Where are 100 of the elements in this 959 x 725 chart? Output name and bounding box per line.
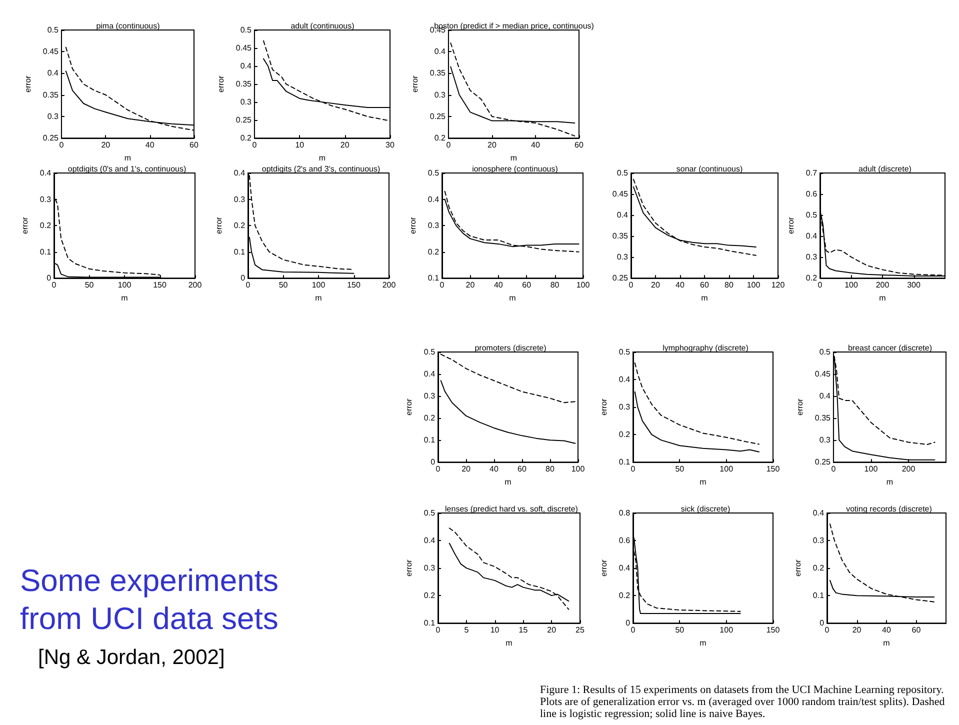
y-tick-label: 0.3 <box>618 402 631 412</box>
y-tick-label: 0.2 <box>240 134 252 143</box>
x-tick-label: 100 <box>312 280 326 290</box>
y-tick-label: 0.4 <box>819 392 832 401</box>
y-tick-label: 0.4 <box>806 232 818 241</box>
y-tick-label: 0.25 <box>236 116 252 125</box>
chart-title: ionosphere (continuous) <box>472 164 558 174</box>
x-tick-label: 20 <box>101 140 111 150</box>
text: [Ng & Jordan, 2002] <box>37 646 226 670</box>
y-axis-title: error <box>408 216 418 234</box>
x-axis-title: m <box>879 294 886 302</box>
y-tick-label: 0.1 <box>424 436 436 445</box>
x-tick-label: 30 <box>386 140 395 150</box>
x-tick-label: 100 <box>576 280 590 290</box>
x-axis-title: m <box>124 154 132 162</box>
y-axis-title: error <box>216 75 226 92</box>
y-tick-label: 0.45 <box>236 44 252 53</box>
y-tick-label: 0.5 <box>616 168 629 178</box>
x-tick-label: 20 <box>488 140 497 150</box>
x-tick-label: 200 <box>382 280 396 290</box>
x-tick-label: 100 <box>720 626 734 635</box>
y-tick-label: 0.35 <box>42 90 60 100</box>
x-tick-label: 100 <box>118 280 132 290</box>
y-tick-label: 0.6 <box>806 190 818 199</box>
y-tick-label: 0.35 <box>612 232 629 241</box>
chart-title: breast cancer (discrete) <box>848 344 932 352</box>
y-tick-label: 0.7 <box>806 168 818 178</box>
x-tick-label: 50 <box>278 280 288 290</box>
y-tick-label: 0.3 <box>806 252 818 262</box>
y-tick-label: 0.1 <box>618 458 631 467</box>
y-tick-label: 0.2 <box>424 414 436 423</box>
y-axis-title: error <box>794 559 802 576</box>
chart-title: lymphography (discrete) <box>662 344 749 352</box>
y-tick-label: 0.4 <box>428 194 440 204</box>
x-tick-label: 20 <box>852 626 862 635</box>
chart-title: adult (discrete) <box>858 164 912 174</box>
x-tick-label: 200 <box>188 280 202 290</box>
x-tick-label: 100 <box>571 464 586 474</box>
y-axis-title: error <box>24 75 32 92</box>
y-tick-label: 0.5 <box>424 508 436 518</box>
x-tick-label: 60 <box>574 140 584 150</box>
y-tick-label: 0.25 <box>612 274 629 283</box>
y-tick-label: 0.2 <box>618 591 631 600</box>
y-tick-label: 0.2 <box>428 247 440 256</box>
y-tick-label: 0.5 <box>428 168 440 178</box>
chart-title: voting records (discrete) <box>846 504 932 514</box>
x-tick-label: 20 <box>466 280 476 290</box>
x-tick-label: 120 <box>771 280 786 290</box>
y-tick-label: 0.4 <box>47 68 60 78</box>
text: Some experiments from UCI data sets <box>20 562 280 638</box>
x-tick-label: 80 <box>550 280 560 290</box>
x-tick-label: 60 <box>518 464 528 474</box>
x-tick-label: 200 <box>902 464 916 474</box>
y-tick-label: 0.1 <box>428 274 440 283</box>
y-tick-label: 0.5 <box>806 210 818 220</box>
y-tick-label: 0.4 <box>40 168 52 178</box>
y-tick-label: 0.45 <box>42 47 60 56</box>
y-tick-label: 0.1 <box>812 591 825 600</box>
y-axis-title: error <box>404 398 414 416</box>
x-tick-label: 150 <box>153 280 167 290</box>
y-tick-label: 0 <box>430 458 436 467</box>
x-tick-label: 80 <box>724 280 734 290</box>
y-tick-label: 0.25 <box>430 112 446 121</box>
x-tick-label: 10 <box>295 140 305 150</box>
chart-title: optdigits (2's and 3's, continuous) <box>262 164 380 174</box>
caption: Figure 1: Results of 15 experiments on datasets from the UCI Machine Learning repository. Plots are of generalization error vs. m (averaged over 1000 random train/test splits). Dashed line is logistic regression; solid line is naive Bayes. <box>540 684 946 720</box>
y-tick-label: 0.5 <box>47 26 60 34</box>
y-tick-label: 0.1 <box>424 618 436 628</box>
y-tick-label: 0.3 <box>424 392 436 401</box>
x-tick-label: 20 <box>340 140 350 150</box>
y-tick-label: 0.45 <box>612 190 629 199</box>
y-tick-label: 0.3 <box>424 564 436 573</box>
y-tick-label: 0.4 <box>616 210 629 220</box>
x-tick-label: 40 <box>882 626 892 635</box>
x-tick-label: 15 <box>518 626 528 635</box>
y-tick-label: 0.2 <box>234 221 246 230</box>
x-tick-label: 10 <box>490 626 500 635</box>
x-axis-title: m <box>315 294 322 302</box>
y-axis-title: error <box>214 216 224 234</box>
x-tick-label: 150 <box>347 280 361 290</box>
y-axis-title: error <box>404 559 414 576</box>
y-tick-label: 0.25 <box>42 134 60 143</box>
y-tick-label: 0.3 <box>40 194 52 204</box>
x-axis-title: m <box>509 294 516 302</box>
x-tick-label: 20 <box>651 280 660 290</box>
x-tick-label: 100 <box>720 464 734 474</box>
y-tick-label: 0.4 <box>434 47 446 56</box>
x-tick-label: 60 <box>912 626 922 635</box>
x-axis-title: m <box>700 638 707 648</box>
y-tick-label: 0.3 <box>234 194 246 204</box>
y-tick-label: 0 <box>626 618 631 628</box>
y-tick-label: 0 <box>820 618 825 628</box>
y-tick-label: 0.2 <box>812 564 825 573</box>
y-tick-label: 0.5 <box>240 26 252 34</box>
x-axis-title: m <box>506 638 513 648</box>
y-axis-title: error <box>796 398 804 416</box>
chart-title: optdigits (0's and 1's, continuous) <box>68 164 186 174</box>
y-tick-label: 0.1 <box>40 247 52 256</box>
y-tick-label: 0 <box>240 274 246 283</box>
y-tick-label: 0.8 <box>618 508 631 518</box>
